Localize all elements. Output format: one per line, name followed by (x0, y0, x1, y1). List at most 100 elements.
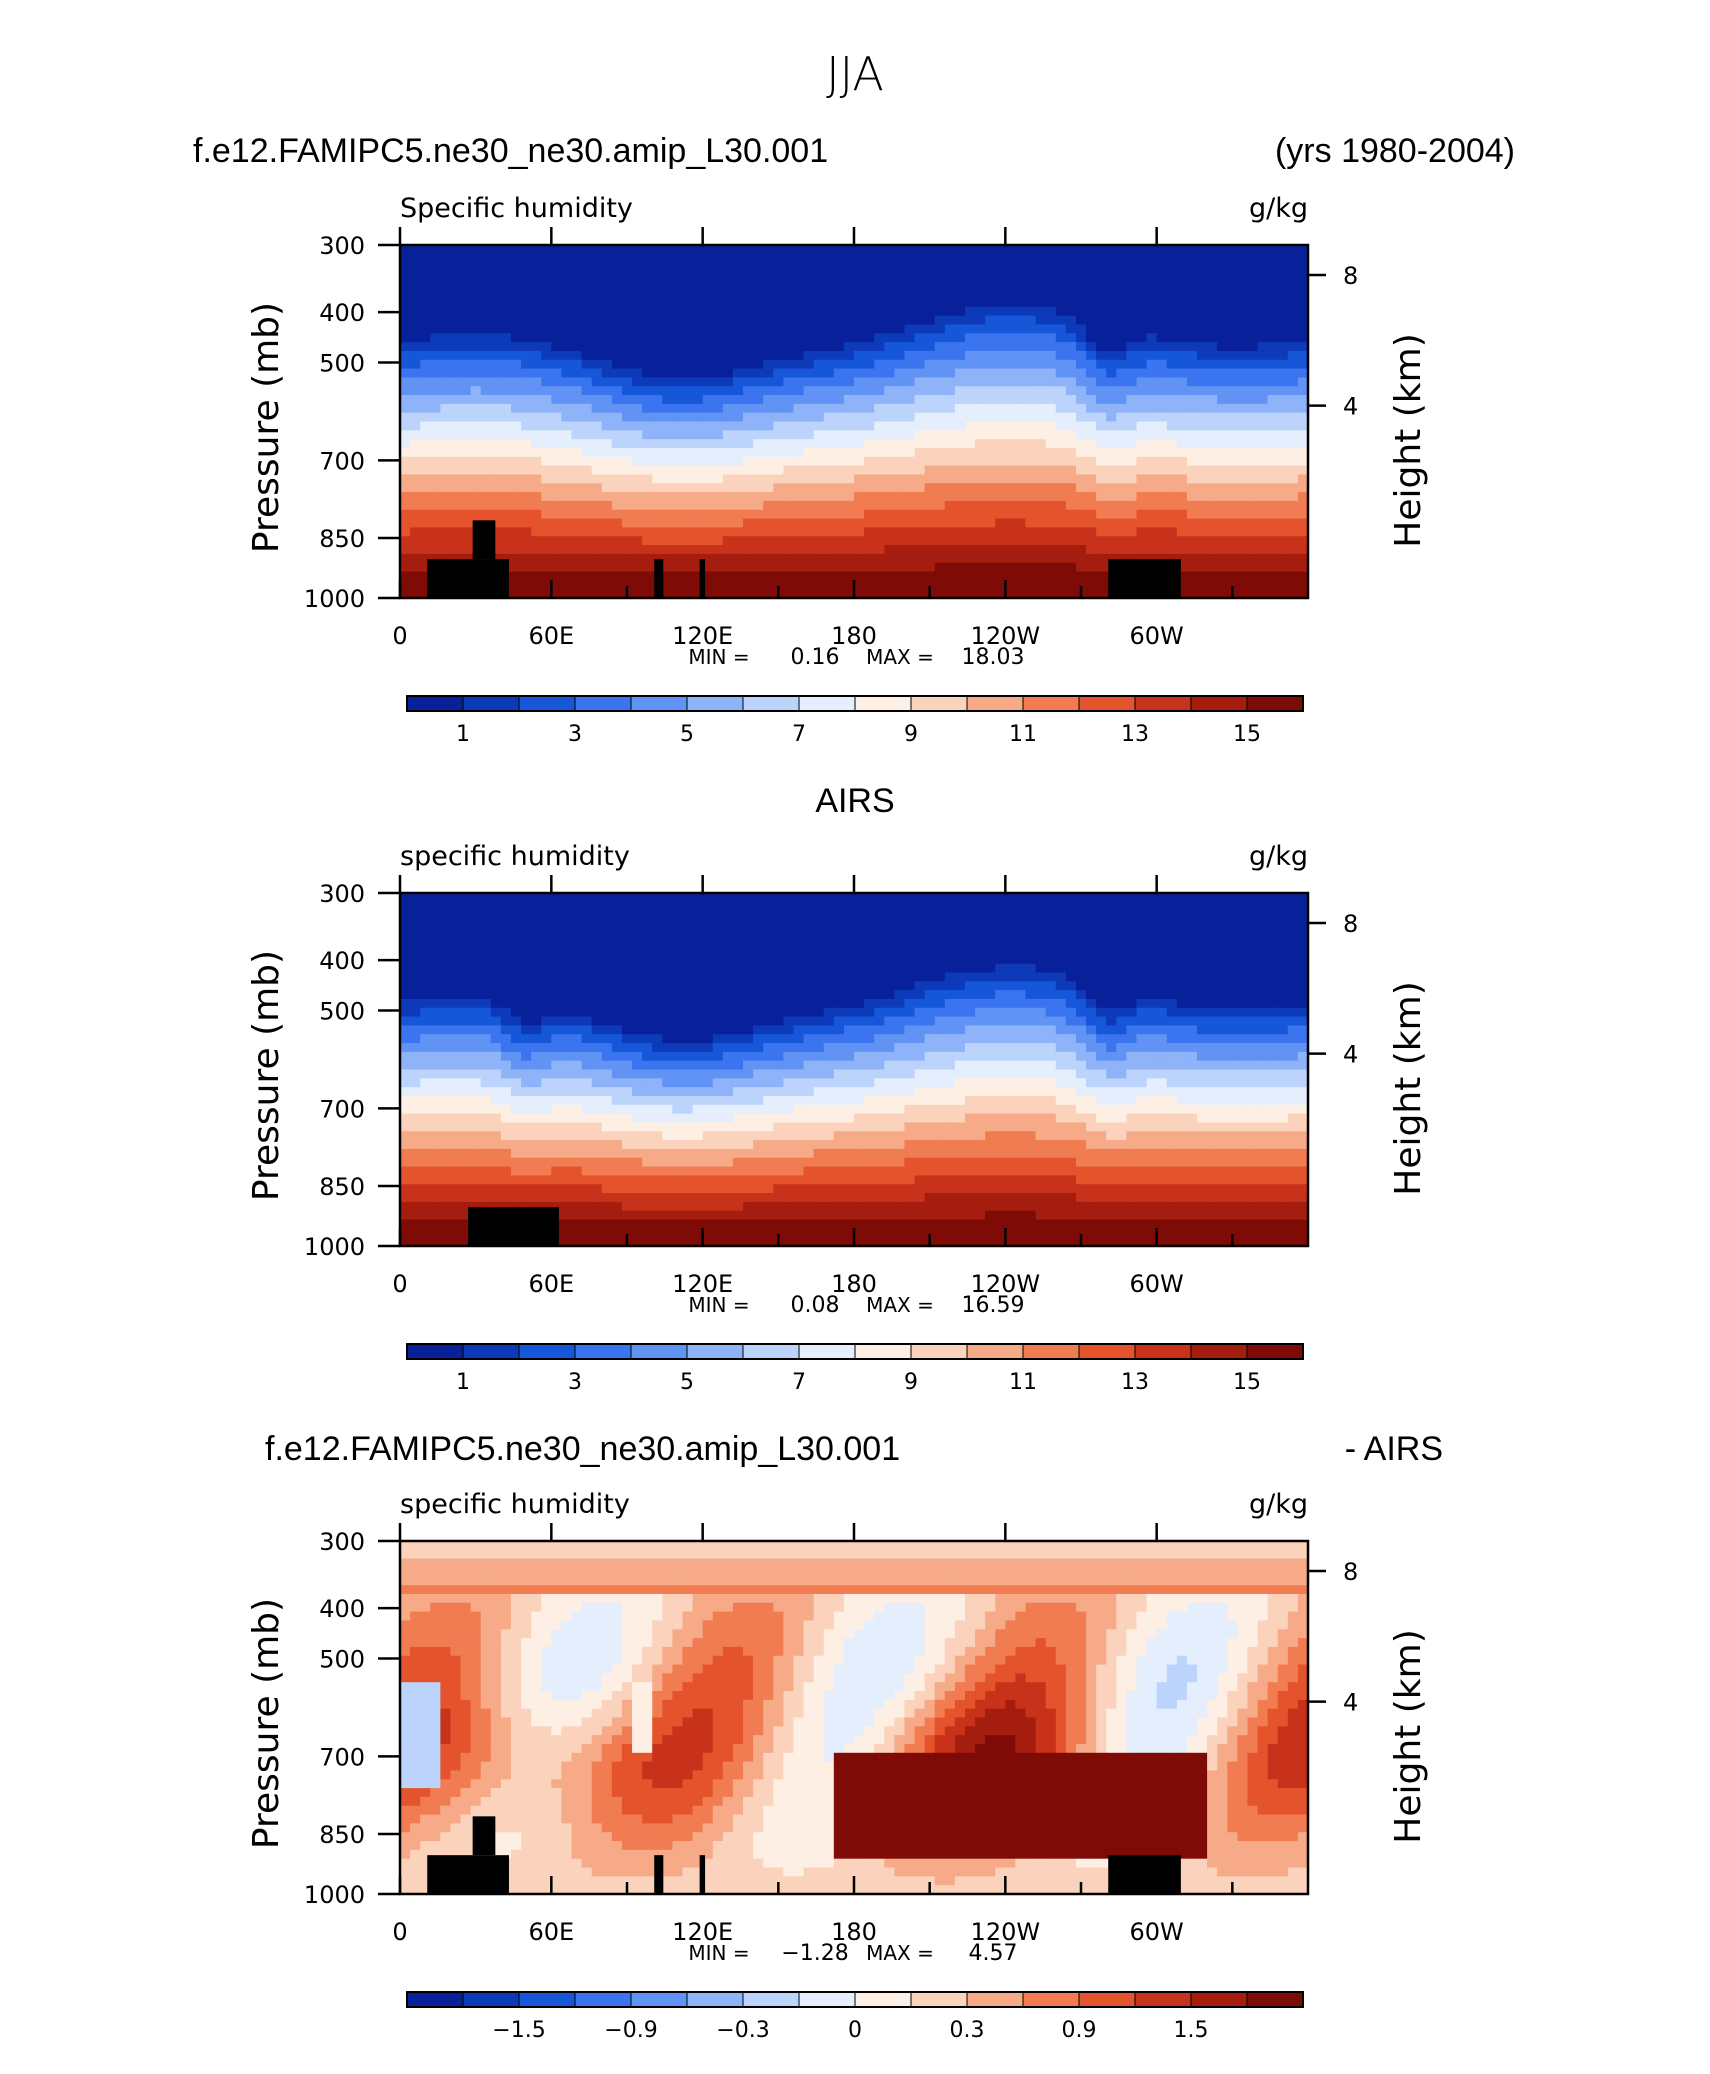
contour-cell (450, 492, 462, 502)
contour-cell (763, 972, 774, 982)
contour-cell (692, 289, 704, 299)
contour-cell (1045, 1007, 1057, 1018)
contour-cell (1096, 527, 1107, 537)
contour-cell (460, 998, 472, 1009)
contour-cell (995, 289, 1006, 299)
contour-cell (874, 465, 885, 476)
contour-cell (440, 954, 452, 965)
contour-cell (420, 937, 431, 947)
contour-cell (843, 580, 855, 590)
contour-cell (561, 421, 573, 431)
contour-cell (1176, 412, 1188, 423)
contour-cell (642, 245, 653, 255)
contour-cell (1106, 545, 1117, 555)
contour-cell (995, 306, 1006, 317)
contour-cell (1257, 571, 1269, 581)
contour-cell (874, 430, 885, 440)
contour-cell (793, 403, 805, 414)
contour-cell (954, 386, 966, 396)
contour-cell (823, 893, 835, 903)
contour-cell (934, 963, 946, 974)
contour-cell (702, 395, 714, 405)
contour-cell (1035, 954, 1047, 965)
contour-cell (662, 580, 673, 590)
contour-cell (914, 893, 926, 903)
contour-cell (541, 403, 552, 414)
contour-cell (1176, 509, 1188, 520)
contour-cell (793, 492, 805, 502)
contour-cell (894, 483, 906, 493)
contour-cell (480, 430, 492, 440)
contour-cell (1015, 945, 1027, 956)
contour-cell (874, 439, 885, 449)
contour-cell (813, 990, 825, 1000)
contour-cell (793, 386, 805, 396)
contour-cell (1096, 280, 1107, 290)
contour-cell (975, 474, 986, 484)
contour-cell (1277, 262, 1289, 273)
contour-cell (722, 439, 734, 449)
contour-cell (1247, 465, 1259, 476)
contour-cell (551, 990, 563, 1000)
contour-cell (813, 963, 825, 974)
contour-cell (833, 245, 845, 255)
contour-cell (803, 403, 815, 414)
contour-cell (440, 527, 452, 537)
contour-cell (1126, 430, 1138, 440)
contour-cell (581, 901, 593, 912)
contour-cell (732, 500, 744, 511)
contour-cell (672, 333, 684, 343)
contour-cell (1197, 937, 1208, 947)
contour-cell (621, 998, 633, 1009)
contour-cell (884, 421, 895, 431)
contour-cell (1086, 456, 1097, 467)
contour-cell (1065, 954, 1077, 965)
contour-cell (1045, 245, 1057, 255)
contour-cell (1015, 359, 1027, 370)
contour-cell (642, 439, 653, 449)
colorbar-swatch (686, 695, 744, 712)
contour-cell (964, 465, 976, 476)
contour-cell (884, 893, 895, 903)
contour-cell (995, 937, 1006, 947)
contour-cell (1136, 324, 1148, 334)
contour-cell (692, 368, 704, 378)
contour-cell (1106, 553, 1117, 564)
contour-cell (1156, 500, 1168, 511)
contour-cell (430, 963, 441, 974)
contour-cell (1247, 430, 1259, 440)
contour-cell (763, 937, 774, 947)
contour-cell (521, 271, 532, 281)
contour-cell (1015, 492, 1027, 502)
contour-cell (470, 447, 482, 458)
contour-cell (1217, 377, 1228, 387)
contour-cell (1176, 377, 1188, 387)
contour-cell (732, 589, 744, 599)
contour-cell (480, 981, 492, 991)
contour-cell (985, 919, 996, 929)
contour-cell (914, 945, 926, 956)
contour-cell (1297, 280, 1309, 290)
contour-cell (904, 562, 916, 573)
contour-cell (672, 954, 684, 965)
contour-cell (561, 928, 573, 938)
contour-cell (1136, 342, 1148, 352)
contour-cell (712, 492, 724, 502)
contour-cell (581, 315, 593, 326)
contour-cell (763, 412, 774, 423)
contour-cell (944, 333, 956, 343)
contour-cell (712, 580, 724, 590)
contour-cell (833, 972, 845, 982)
contour-cell (934, 280, 946, 290)
contour-cell (642, 289, 653, 299)
contour-cell (470, 368, 482, 378)
contour-cell (763, 245, 774, 255)
contour-cell (1005, 421, 1017, 431)
contour-cell (1136, 368, 1148, 378)
contour-cell (1156, 412, 1168, 423)
contour-cell (975, 545, 986, 555)
contour-cell (692, 350, 704, 361)
contour-cell (934, 500, 946, 511)
contour-cell (601, 324, 613, 334)
contour-cell (702, 981, 714, 991)
